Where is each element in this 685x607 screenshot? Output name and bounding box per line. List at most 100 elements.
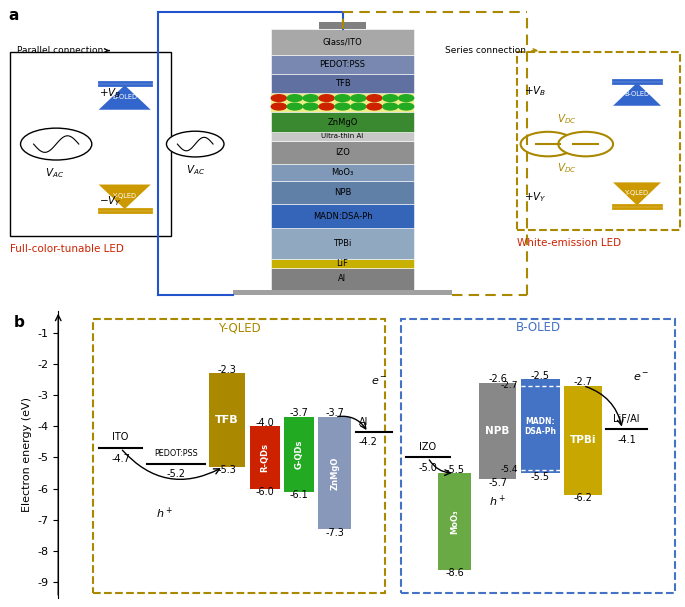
Bar — [271, 55, 414, 74]
Circle shape — [366, 95, 382, 101]
Text: Y-QLED: Y-QLED — [625, 190, 649, 196]
Text: Al: Al — [338, 274, 347, 283]
Bar — [271, 141, 414, 164]
Text: $+V_Y$: $+V_Y$ — [524, 190, 547, 204]
Text: R-QDs: R-QDs — [260, 443, 269, 472]
Text: $h^+$: $h^+$ — [155, 506, 173, 521]
Bar — [271, 268, 414, 290]
Polygon shape — [613, 182, 661, 205]
Text: -5.7: -5.7 — [488, 478, 507, 488]
Bar — [271, 112, 414, 132]
Bar — [271, 93, 414, 112]
Text: MADN:
DSA-Ph: MADN: DSA-Ph — [525, 416, 556, 436]
Text: -5.3: -5.3 — [218, 465, 236, 475]
Circle shape — [166, 131, 224, 157]
Circle shape — [319, 95, 334, 101]
Text: Ultra-thin Al: Ultra-thin Al — [321, 134, 364, 140]
Bar — [271, 205, 414, 228]
Text: $-V_Y$: $-V_Y$ — [99, 194, 121, 208]
Circle shape — [287, 103, 302, 110]
Text: -5.0: -5.0 — [419, 463, 437, 473]
Bar — [271, 132, 414, 141]
Circle shape — [383, 95, 398, 101]
Circle shape — [303, 95, 319, 101]
Text: White-emission LED: White-emission LED — [517, 237, 621, 248]
Circle shape — [287, 95, 302, 101]
Text: -5.2: -5.2 — [166, 469, 185, 480]
Circle shape — [399, 103, 414, 110]
Text: -8.6: -8.6 — [445, 568, 464, 578]
Text: NPB: NPB — [334, 188, 351, 197]
Text: ZnMgO: ZnMgO — [330, 456, 339, 490]
Text: NPB: NPB — [486, 426, 510, 436]
Text: -4.7: -4.7 — [111, 453, 130, 464]
Bar — [319, 22, 366, 29]
Bar — [521, 379, 560, 473]
Circle shape — [271, 95, 286, 101]
Bar — [271, 228, 414, 259]
Text: -4.2: -4.2 — [359, 437, 377, 447]
Text: IZO: IZO — [419, 442, 436, 452]
Text: B-OLED: B-OLED — [516, 321, 561, 334]
Text: -2.3: -2.3 — [218, 365, 236, 375]
Bar — [271, 259, 414, 268]
Text: -3.7: -3.7 — [289, 409, 308, 418]
Bar — [271, 164, 414, 181]
Text: TFB: TFB — [215, 415, 239, 425]
Text: IZO: IZO — [335, 148, 350, 157]
Bar — [233, 290, 452, 295]
Text: b: b — [13, 316, 24, 330]
Bar — [10, 52, 171, 236]
Polygon shape — [613, 83, 661, 106]
Bar — [284, 417, 314, 492]
Text: -6.2: -6.2 — [573, 493, 593, 503]
Bar — [249, 426, 279, 489]
Text: TPBi: TPBi — [334, 239, 351, 248]
Text: -6.1: -6.1 — [290, 490, 308, 500]
Text: LiF: LiF — [336, 259, 349, 268]
Bar — [564, 385, 602, 495]
Text: TFB: TFB — [335, 79, 350, 88]
Bar — [271, 29, 414, 55]
Text: -2.6: -2.6 — [488, 374, 507, 384]
Text: $V_{DC}$: $V_{DC}$ — [558, 112, 577, 126]
Bar — [271, 74, 414, 93]
Circle shape — [383, 103, 398, 110]
Circle shape — [303, 103, 319, 110]
Text: -2.7: -2.7 — [500, 381, 518, 390]
Text: Full-color-tunable LED: Full-color-tunable LED — [10, 243, 124, 254]
Text: $h^+$: $h^+$ — [489, 493, 506, 509]
Text: -6.0: -6.0 — [256, 487, 274, 497]
Circle shape — [271, 103, 286, 110]
Circle shape — [335, 103, 350, 110]
Text: MoO₃: MoO₃ — [450, 509, 459, 534]
Bar — [479, 382, 516, 480]
Text: G-QDs: G-QDs — [295, 439, 303, 469]
Text: PEDOT:PSS: PEDOT:PSS — [319, 60, 366, 69]
Text: -7.3: -7.3 — [325, 527, 344, 538]
Text: ZnMgO: ZnMgO — [327, 118, 358, 126]
Text: $V_{DC}$: $V_{DC}$ — [558, 161, 577, 175]
Text: Al: Al — [359, 417, 368, 427]
Text: -5.4: -5.4 — [500, 466, 518, 475]
Polygon shape — [99, 85, 151, 110]
Text: $V_{AC}$: $V_{AC}$ — [186, 163, 205, 177]
Circle shape — [351, 103, 366, 110]
Bar — [401, 319, 675, 593]
Text: LiF/Al: LiF/Al — [613, 414, 640, 424]
Bar — [271, 181, 414, 205]
Text: Series connection: Series connection — [445, 46, 537, 55]
Text: -4.0: -4.0 — [256, 418, 274, 428]
Text: ITO: ITO — [112, 432, 129, 443]
Bar — [209, 373, 245, 467]
Text: MADN:DSA-Ph: MADN:DSA-Ph — [312, 211, 373, 220]
Text: $e^-$: $e^-$ — [633, 372, 649, 384]
Polygon shape — [99, 185, 151, 209]
Text: -2.7: -2.7 — [573, 377, 593, 387]
Circle shape — [399, 95, 414, 101]
Text: Parallel connection: Parallel connection — [17, 46, 109, 55]
Text: -5.5: -5.5 — [445, 464, 464, 475]
Text: Y-QLED: Y-QLED — [218, 321, 260, 334]
Circle shape — [319, 103, 334, 110]
Circle shape — [521, 132, 575, 157]
